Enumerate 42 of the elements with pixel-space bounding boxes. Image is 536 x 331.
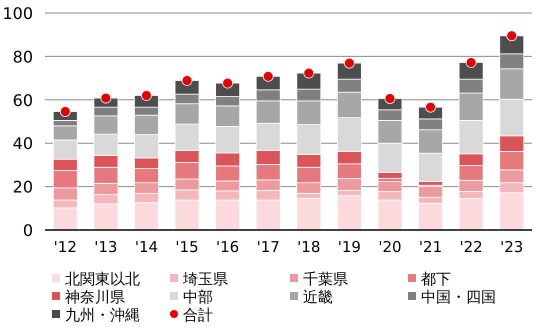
point (344, 58, 355, 69)
legend-label: 九州・沖縄 (65, 306, 140, 324)
bar (296, 198, 322, 230)
x-tick-label: '19 (338, 238, 361, 256)
legend-label: 中部 (183, 288, 213, 306)
x-tick-label: '23 (500, 238, 524, 256)
legend-label: 近畿 (303, 288, 333, 306)
y-tick-label: 80 (12, 47, 33, 66)
point (182, 75, 192, 86)
x-tick-label: '15 (175, 238, 199, 256)
legend-label: 北関東以北 (65, 270, 140, 288)
legend-label: 埼玉県 (182, 270, 228, 288)
x-tick-label: '16 (216, 238, 240, 256)
x-tick-label: '14 (134, 238, 158, 256)
point (384, 93, 396, 104)
y-tick-label: 20 (12, 178, 33, 197)
x-tick-label: '20 (378, 238, 402, 256)
point (506, 30, 518, 42)
point (100, 92, 112, 104)
legend-label: 千葉県 (303, 270, 348, 288)
bar (336, 195, 362, 230)
point (222, 78, 234, 88)
legend-label: 合計 (183, 306, 213, 324)
x-tick-label: '13 (94, 238, 118, 256)
x-tick-label: '12 (54, 238, 77, 256)
legend-label: 神奈川県 (65, 288, 125, 306)
legend-label: 中国・四国 (421, 288, 496, 306)
x-tick-label: '21 (418, 238, 442, 256)
x-tick-label: '17 (256, 238, 280, 256)
y-tick-label: 60 (12, 90, 33, 110)
y-tick-label: 0 (22, 221, 33, 240)
y-tick-label: 100 (2, 4, 33, 23)
point (141, 90, 152, 101)
x-tick-label: '18 (297, 238, 320, 256)
y-tick-label: 40 (12, 134, 33, 154)
point (60, 106, 71, 117)
legend-label: 都下 (421, 270, 451, 288)
point (466, 57, 477, 68)
point (262, 70, 274, 82)
point (303, 68, 314, 79)
point (425, 102, 436, 113)
x-tick-label: '22 (460, 238, 483, 256)
